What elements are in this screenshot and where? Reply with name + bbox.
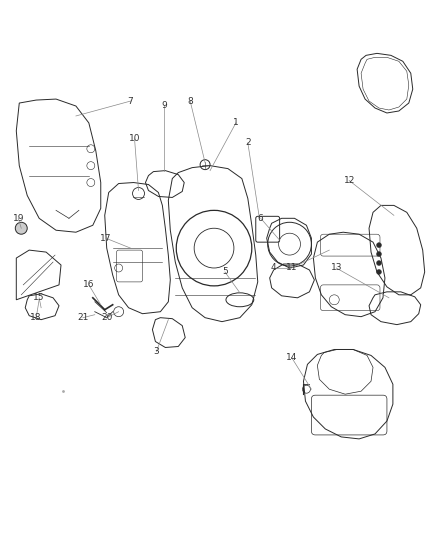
Text: 1: 1 bbox=[233, 118, 239, 127]
Text: 19: 19 bbox=[13, 214, 24, 223]
Circle shape bbox=[377, 270, 381, 274]
Text: 4: 4 bbox=[271, 263, 276, 272]
Text: 15: 15 bbox=[33, 293, 45, 302]
Text: 14: 14 bbox=[286, 353, 297, 362]
Text: 5: 5 bbox=[222, 268, 228, 277]
Text: 18: 18 bbox=[30, 313, 42, 322]
Text: 8: 8 bbox=[187, 96, 193, 106]
Text: 21: 21 bbox=[77, 313, 88, 322]
Text: 3: 3 bbox=[154, 347, 159, 356]
Text: 9: 9 bbox=[162, 101, 167, 109]
Text: 11: 11 bbox=[286, 263, 297, 272]
Circle shape bbox=[377, 252, 381, 256]
Text: 12: 12 bbox=[343, 176, 355, 185]
Text: 20: 20 bbox=[101, 313, 113, 322]
Text: 6: 6 bbox=[258, 214, 264, 223]
Text: 7: 7 bbox=[128, 96, 134, 106]
Circle shape bbox=[15, 222, 27, 234]
Circle shape bbox=[377, 243, 381, 248]
Text: 17: 17 bbox=[100, 233, 112, 243]
Text: 13: 13 bbox=[331, 263, 342, 272]
Circle shape bbox=[377, 261, 381, 265]
Text: 16: 16 bbox=[83, 280, 95, 289]
Text: 2: 2 bbox=[245, 138, 251, 147]
Text: 10: 10 bbox=[129, 134, 140, 143]
